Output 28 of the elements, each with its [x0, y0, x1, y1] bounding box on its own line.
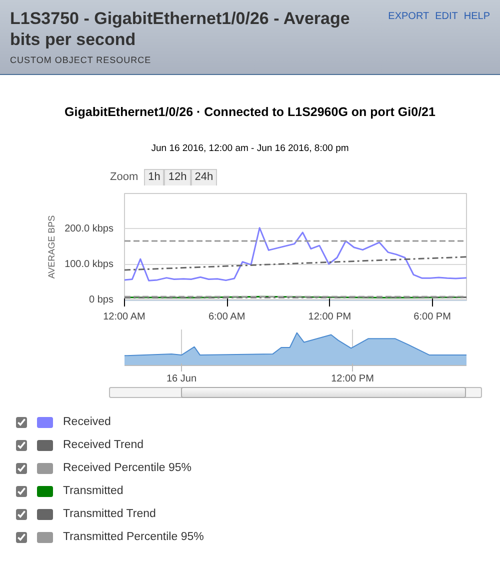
y-tick-label: 0 bps: [89, 294, 114, 306]
legend-label: Transmitted Percentile 95%: [63, 530, 204, 546]
text: 24h: [190, 169, 218, 187]
legend-label: Received Percentile 95%: [63, 461, 192, 476]
x-tick-label: 12:00 AM: [103, 312, 146, 322]
y-axis-title: AVERAGE BPS: [46, 215, 57, 279]
legend-label: Transmitted Trend: [63, 507, 156, 522]
legend-label: Received Trend: [63, 438, 144, 454]
text: CUSTOM OBJECT RESOURCE: [10, 54, 152, 67]
text: Zoom: [110, 171, 138, 183]
legend-label: Received: [63, 415, 111, 430]
text: EDIT: [435, 11, 458, 22]
x-tick-label: 6:00 PM: [414, 312, 451, 322]
y-tick-label: 100.0 kbps: [64, 258, 114, 270]
text: L1S3750 - GigabitEthernet1/0/26 - Average bits per second: [10, 8, 351, 50]
x-tick-label: 16 Jun: [166, 374, 197, 384]
x-tick-label: 6:00 AM: [208, 312, 246, 322]
text: 1h: [144, 169, 164, 187]
x-tick-label: 12:00 PM: [331, 374, 374, 384]
y-tick-label: 200.0 kbps: [64, 223, 114, 234]
chart-subtitle: Jun 16 2016, 12:00 am - Jun 16 2016, 8:00 pm: [150, 142, 350, 156]
legend-label: Transmitted: [63, 484, 124, 500]
chart-title: GigabitEthernet1/0/26 · Connected to L1S2960G on port Gi0/21: [64, 104, 436, 121]
text: HELP: [464, 11, 490, 22]
line-series: [124, 227, 466, 282]
text: 12h: [164, 169, 191, 187]
x-tick-label: 12:00 PM: [308, 312, 352, 322]
text: EXPORT: [388, 11, 430, 22]
